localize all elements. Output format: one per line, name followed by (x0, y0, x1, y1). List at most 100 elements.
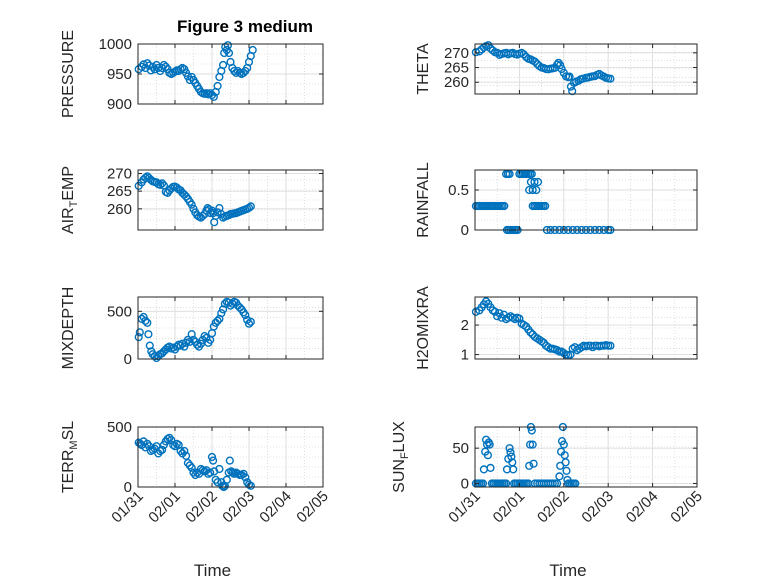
data-point (209, 456, 218, 465)
subplot-sun-flux: 0 50 01/31 02/01 02/02 02/03 02/04 02/05 SUNFLU… (391, 421, 706, 580)
subplot-rainfall: 0 0.5 RAINFALL (415, 162, 698, 239)
subplot-pressure: 900 950 1000 PRESSURE (60, 30, 324, 118)
data-point (207, 452, 217, 462)
data-point (606, 341, 615, 350)
axes-box (137, 296, 324, 360)
data-point (565, 72, 574, 81)
data-point (568, 86, 577, 96)
data-point (521, 52, 531, 62)
data-point (169, 440, 178, 450)
x-tick-label: 02/05 (293, 488, 332, 527)
data-point (167, 436, 176, 445)
data-point (134, 333, 143, 342)
ylabel: SUNFLUX (391, 421, 411, 493)
data-point (479, 465, 489, 474)
data-point (163, 434, 172, 444)
y-tick-label: 950 (107, 66, 132, 83)
data-point (530, 57, 540, 66)
figure-title: Figure 3 medium (177, 17, 313, 36)
data-point (144, 330, 153, 339)
x-tick-label: 02/05 (667, 488, 706, 527)
data-point (529, 459, 538, 468)
data-point (222, 475, 231, 484)
x-tick-label: 01/31 (445, 488, 484, 527)
y-tick-label: 50 (452, 440, 469, 457)
data-point (139, 312, 148, 322)
data-point (246, 317, 255, 326)
data-point (225, 456, 234, 465)
y-tick-label: 2 (461, 317, 469, 334)
data-point (150, 65, 159, 74)
ylabel: AIRTEMP (60, 166, 80, 234)
axes-box (474, 43, 698, 95)
data-point (528, 185, 537, 195)
data-point (526, 328, 535, 337)
data-point (532, 185, 541, 195)
data-point (135, 328, 144, 337)
data-point (248, 45, 257, 55)
y-tick-label: 0 (124, 351, 132, 368)
data-point (488, 46, 497, 55)
data-point (509, 465, 518, 474)
data-point (228, 299, 237, 308)
data-point (241, 311, 250, 320)
axes-box (137, 169, 324, 231)
y-tick-label: 500 (107, 303, 132, 320)
data-point (209, 92, 218, 101)
y-tick-label: 265 (444, 60, 469, 77)
data-point (482, 297, 491, 306)
subplot-h2omixra: 1 2 H2OMIXRA (415, 286, 698, 370)
data-point (206, 468, 215, 477)
x-tick-label: 02/01 (490, 488, 529, 527)
data-point (556, 61, 565, 70)
data-point (506, 448, 515, 457)
axes-box (474, 296, 698, 360)
data-point (182, 451, 191, 460)
data-point (213, 81, 222, 91)
data-point (218, 481, 227, 490)
y-tick-label: 500 (107, 419, 132, 436)
data-point (228, 468, 237, 477)
y-tick-label: 260 (107, 201, 132, 218)
data-point (180, 446, 189, 456)
data-point (606, 74, 615, 83)
data-point (230, 66, 239, 76)
data-point (193, 340, 202, 349)
x-tick-label: 02/04 (256, 488, 295, 527)
data-point (235, 68, 244, 77)
y-tick-label: 0 (124, 479, 132, 496)
y-tick-label: 1 (461, 347, 469, 364)
data-point (215, 464, 224, 474)
y-tick-label: 270 (444, 45, 469, 62)
y-tick-label: 270 (107, 166, 132, 183)
data-point (219, 60, 228, 70)
xlabel: Time (549, 561, 586, 580)
data-point (198, 466, 207, 475)
data-point (156, 180, 165, 189)
data-point (224, 48, 234, 58)
data-point (500, 201, 509, 211)
data-point (490, 307, 500, 316)
data-point (525, 461, 534, 470)
data-point (482, 440, 492, 449)
axes-box (137, 426, 324, 488)
data-point (562, 466, 571, 475)
ylabel: PRESSURE (60, 30, 77, 118)
data-point (187, 200, 196, 209)
y-tick-label: 1000 (99, 36, 132, 53)
data-point (213, 316, 222, 325)
y-tick-label: 265 (107, 183, 132, 200)
data-point (244, 203, 254, 212)
x-tick-label: 02/02 (182, 488, 221, 527)
x-tick-label: 02/03 (219, 488, 258, 527)
x-tick-label: 02/04 (623, 488, 662, 527)
x-tick-label: 02/01 (145, 488, 184, 527)
data-point (559, 440, 568, 449)
y-tick-label: 0 (461, 475, 469, 492)
data-point (141, 316, 150, 325)
axes-box (474, 426, 698, 488)
